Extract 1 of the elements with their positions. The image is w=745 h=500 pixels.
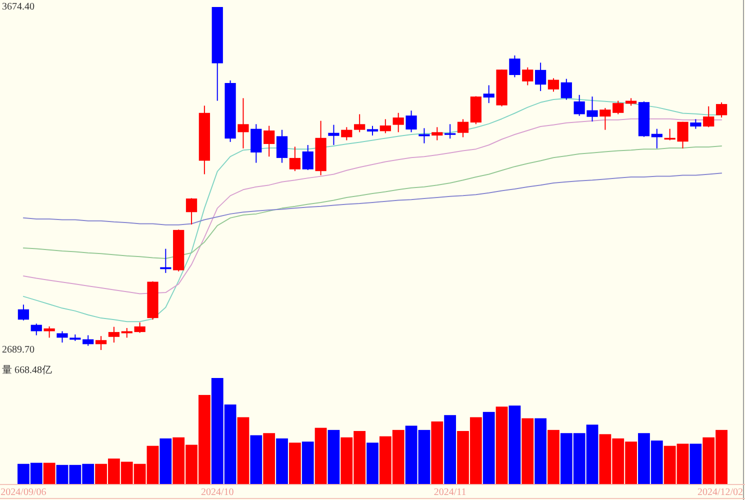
- title: 量 668.48亿: [2, 365, 52, 376]
